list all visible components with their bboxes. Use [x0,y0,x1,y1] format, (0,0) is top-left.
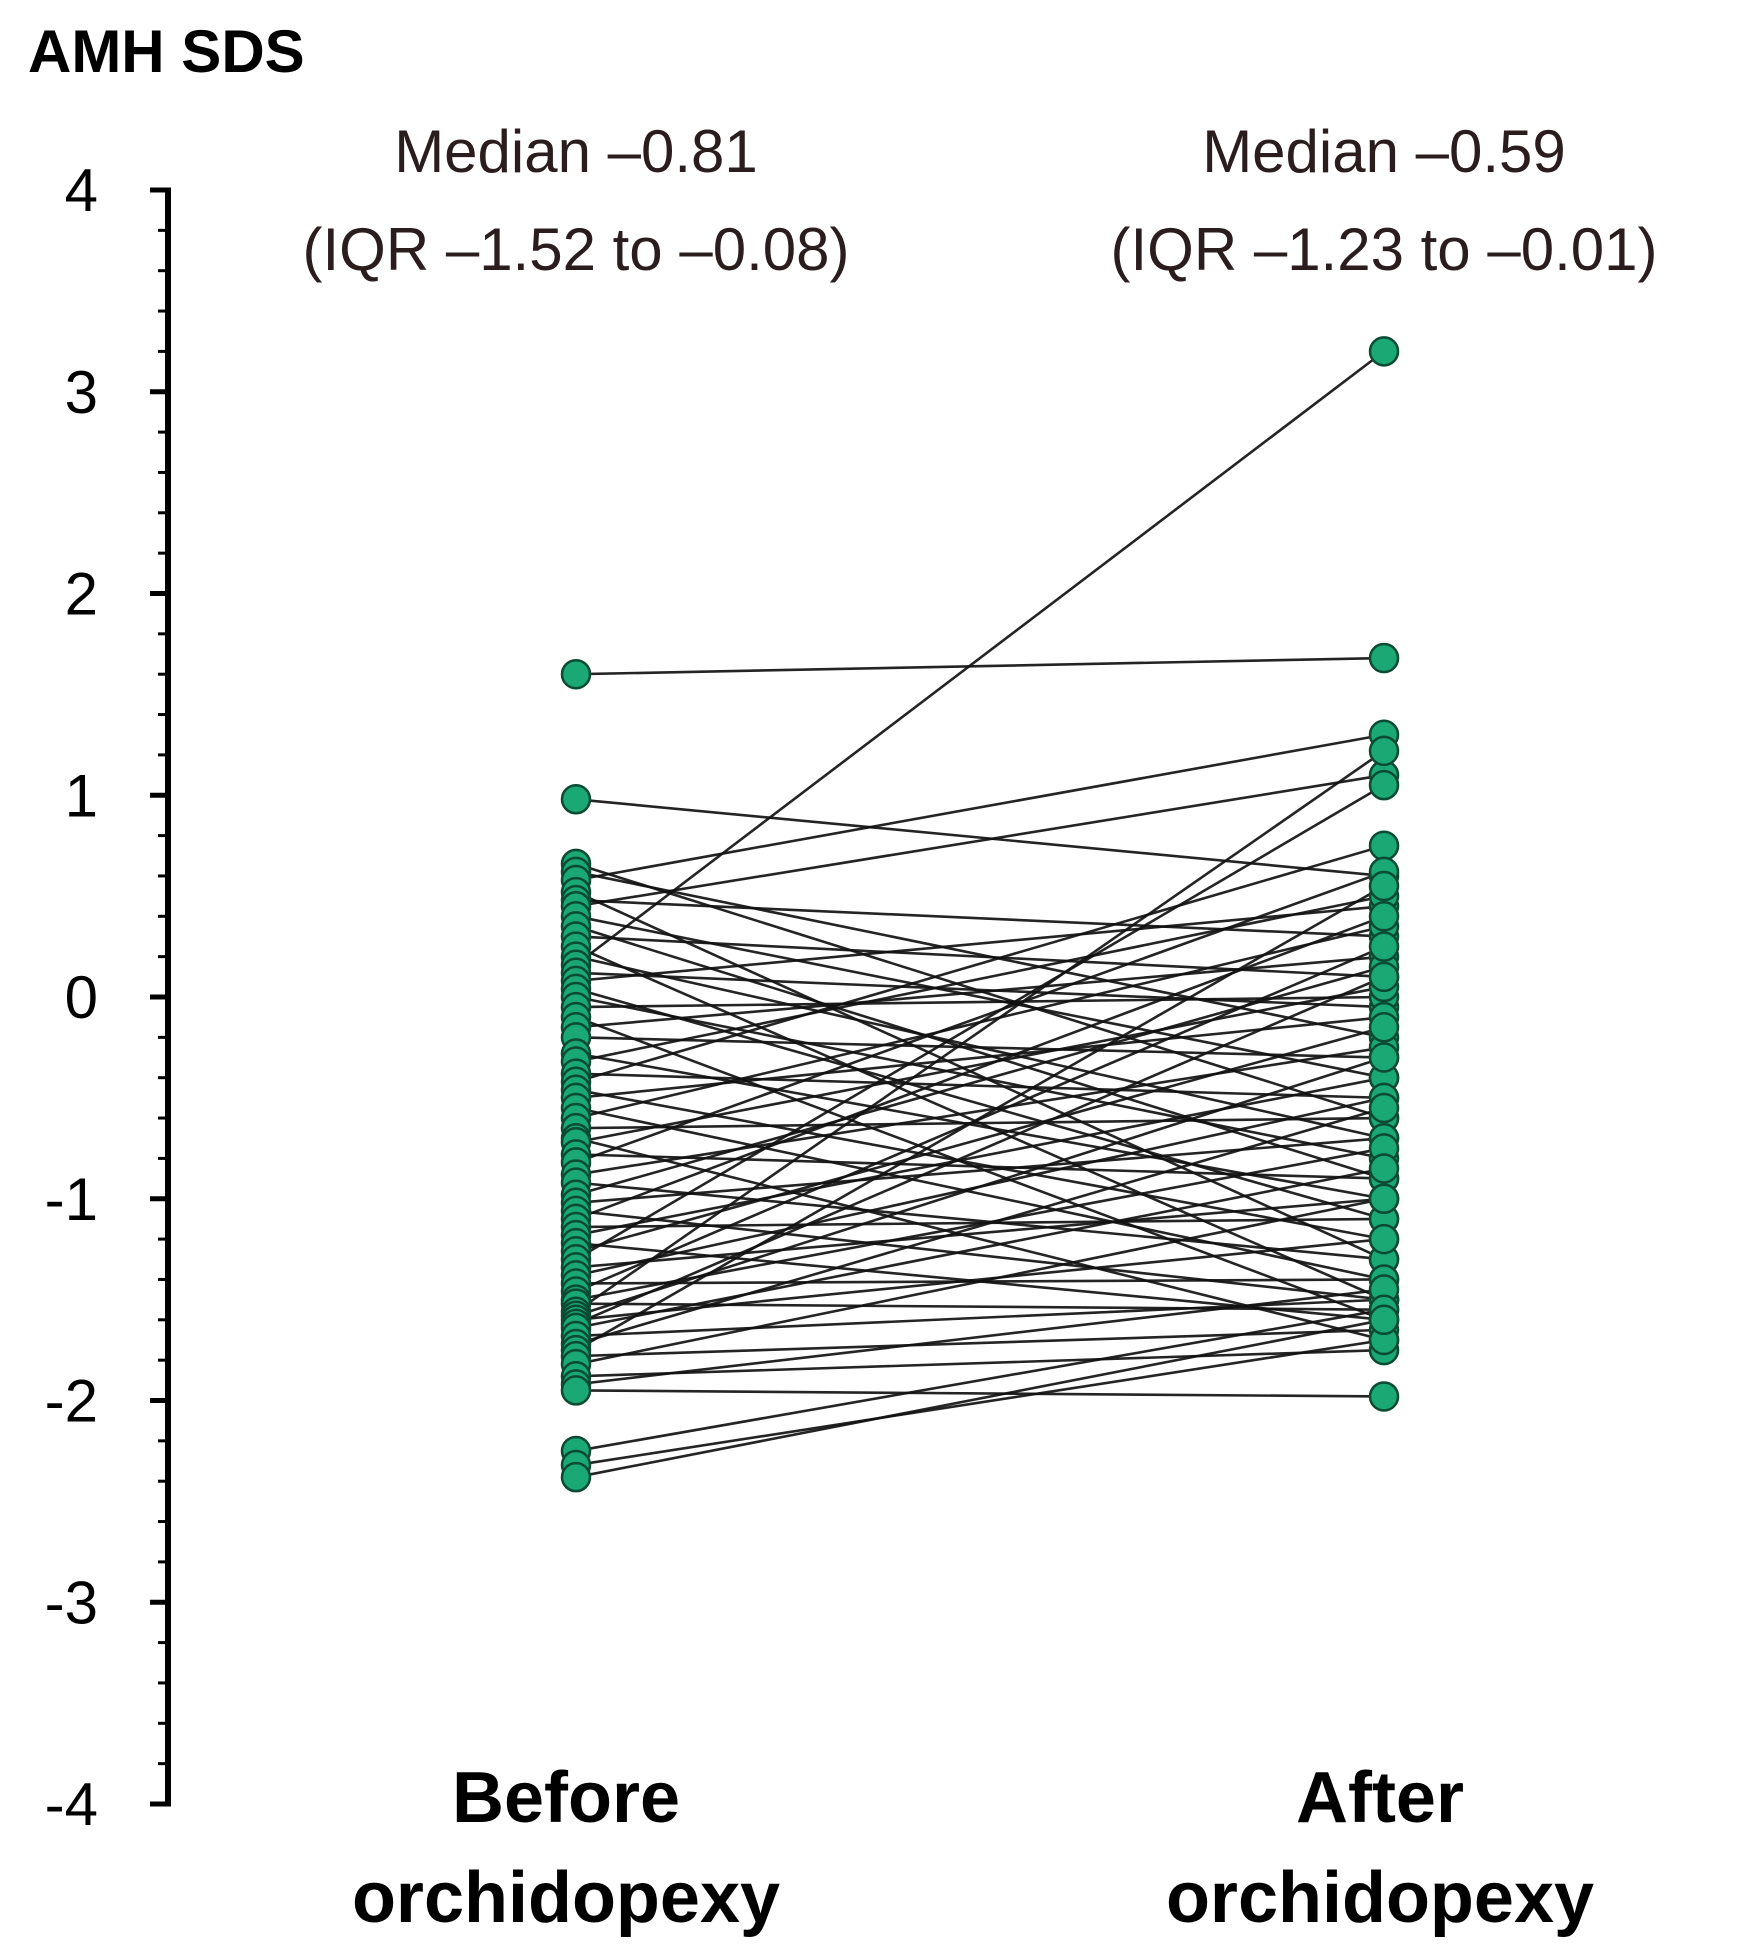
point-after [1368,769,1400,801]
pair-line [575,844,1385,1083]
pair-line [575,935,1385,979]
x-category-label: Before [452,1758,680,1838]
pair-line [575,1106,1385,1281]
pair-line [575,1389,1385,1398]
pair-line [575,1197,1385,1366]
chart-labels: AMH SDS 4 3 2 1 0 -1 -2 -3 -4 Median –0.81 (IQR –1… [28,18,1657,1938]
pair-line [575,915,1385,1221]
point-before [560,1461,592,1493]
pair-line [575,733,1385,882]
pair-line [575,1106,1385,1346]
point-before [560,658,592,690]
point-after [1368,901,1400,932]
pair-line [575,890,1385,1261]
y-axis [150,187,171,1807]
y-tick-label: 1 [65,762,98,829]
pair-line [575,1348,1385,1378]
pair-line [575,1076,1385,1237]
pair-line [575,894,1385,1063]
median-annotation: Median –0.59 [1202,118,1566,185]
pair-line [575,797,1385,878]
pair-line [575,995,1385,1009]
pair-line [575,1338,1385,1467]
pair-line [575,1015,1385,1322]
point-after [1368,830,1400,861]
y-tick-label: -3 [45,1569,98,1636]
pair-line [575,884,1385,1352]
point-after [1368,1153,1400,1184]
pair-line [575,870,1385,1164]
median-annotation: Median –0.81 [394,118,758,185]
pair-line [575,773,1385,908]
point-after [1368,642,1400,674]
pair-line [575,975,1385,1326]
pair-line [575,1056,1385,1318]
pair-line [575,1308,1385,1453]
point-after [1368,1223,1400,1255]
y-tick-label: 3 [65,359,98,426]
iqr-annotation: (IQR –1.23 to –0.01) [1111,216,1658,283]
x-category-label: orchidopexy [352,1858,780,1938]
point-after [1368,1381,1400,1412]
pair-line [575,1318,1385,1479]
pair-line [575,1136,1385,1205]
pair-line [575,1181,1385,1261]
pair-line [575,1288,1385,1386]
y-tick-label: 2 [65,561,98,628]
pair-line [575,955,1385,1029]
series-lines [575,350,1385,1479]
pair-line [575,985,1385,1144]
pair-line [575,1116,1385,1130]
pair-line [575,749,1385,1313]
point-before [560,1375,592,1406]
point-after [1368,1092,1400,1124]
y-tick-label: 0 [65,964,98,1031]
point-after [1368,1012,1400,1043]
y-tick-label: -2 [45,1368,98,1435]
pair-line [575,1153,1385,1180]
pair-line [575,1026,1385,1253]
x-category-label: After [1296,1758,1464,1838]
pair-line [575,995,1385,1160]
pair-line [575,971,1385,1009]
y-tick-label: -1 [45,1166,98,1233]
pair-line [575,1036,1385,1059]
point-after [1368,931,1400,962]
y-tick-label: 4 [65,157,98,224]
pair-line [575,870,1385,1039]
point-after [1368,336,1400,367]
series-points [560,336,1400,1493]
point-after [1368,961,1400,993]
pair-line [575,1197,1385,1269]
pair-line [575,898,1385,938]
pair-line [575,1237,1385,1322]
y-tick-label: -4 [45,1771,98,1838]
pair-line [575,904,1385,983]
pair-line [575,656,1385,676]
pair-line [575,784,1385,1261]
pair-line [575,1147,1385,1301]
point-after [1368,1183,1400,1214]
point-after [1368,1304,1400,1336]
iqr-annotation: (IQR –1.52 to –0.08) [303,216,850,283]
pair-line [575,350,1385,966]
pair-line [575,987,1385,1221]
point-after [1368,870,1400,902]
point-before [560,784,592,815]
pair-line [575,1167,1385,1330]
y-axis-label: AMH SDS [28,18,305,85]
point-after [1368,1042,1400,1073]
x-category-label: orchidopexy [1166,1858,1594,1938]
pair-line [575,1046,1385,1176]
pair-line [575,1072,1385,1100]
pair-line [575,1015,1385,1100]
point-after [1368,735,1400,767]
